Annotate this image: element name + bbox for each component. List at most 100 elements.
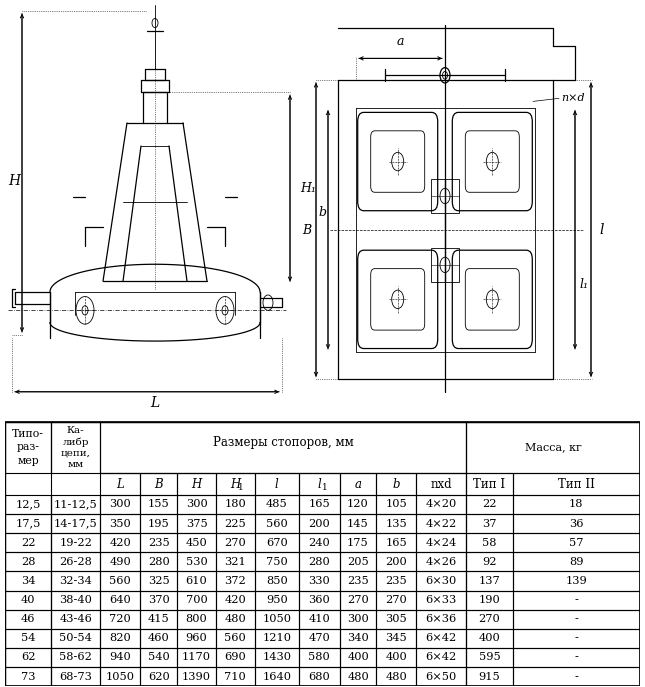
Text: 400: 400 <box>386 653 407 662</box>
Text: 340: 340 <box>347 633 369 643</box>
Text: H₁: H₁ <box>300 181 316 194</box>
Text: 50-54: 50-54 <box>59 633 92 643</box>
Text: 595: 595 <box>479 653 501 662</box>
Text: 490: 490 <box>110 557 131 567</box>
Text: 710: 710 <box>224 672 246 682</box>
Text: 19-22: 19-22 <box>59 538 92 548</box>
Text: 670: 670 <box>266 538 288 548</box>
Text: 480: 480 <box>347 672 369 682</box>
Text: 54: 54 <box>21 633 35 643</box>
Text: a: a <box>355 477 362 491</box>
Text: 470: 470 <box>308 633 330 643</box>
Text: 145: 145 <box>347 519 369 528</box>
Text: 105: 105 <box>386 499 407 510</box>
Text: 1170: 1170 <box>182 653 211 662</box>
Bar <box>431 248 459 282</box>
Text: 200: 200 <box>308 519 330 528</box>
Text: 480: 480 <box>224 614 246 624</box>
Text: 360: 360 <box>308 595 330 605</box>
Text: 195: 195 <box>148 519 170 528</box>
Text: -: - <box>575 595 579 605</box>
Text: 280: 280 <box>148 557 170 567</box>
Text: 26-28: 26-28 <box>59 557 92 567</box>
Text: 1: 1 <box>238 483 244 492</box>
Text: Типо-
раз-
мер: Типо- раз- мер <box>12 429 44 466</box>
Text: 480: 480 <box>386 672 407 682</box>
Text: 560: 560 <box>224 633 246 643</box>
Text: 155: 155 <box>148 499 170 510</box>
Text: 22: 22 <box>482 499 497 510</box>
Text: 1640: 1640 <box>263 672 292 682</box>
Text: -: - <box>575 633 579 643</box>
Text: 11-12,5: 11-12,5 <box>54 499 97 510</box>
Text: L: L <box>117 477 124 491</box>
Text: H: H <box>8 174 20 188</box>
Text: 820: 820 <box>110 633 131 643</box>
Text: 4×26: 4×26 <box>426 557 457 567</box>
Text: 450: 450 <box>186 538 208 548</box>
Text: 300: 300 <box>186 499 208 510</box>
Text: 6×36: 6×36 <box>426 614 457 624</box>
Text: 375: 375 <box>186 519 208 528</box>
Text: 235: 235 <box>347 576 369 586</box>
Text: 720: 720 <box>110 614 131 624</box>
Text: 6×42: 6×42 <box>426 653 457 662</box>
Text: 300: 300 <box>110 499 131 510</box>
Text: 165: 165 <box>308 499 330 510</box>
Text: 235: 235 <box>386 576 407 586</box>
Text: 321: 321 <box>224 557 246 567</box>
Text: 165: 165 <box>386 538 407 548</box>
Text: 58-62: 58-62 <box>59 653 92 662</box>
Text: l: l <box>317 477 321 491</box>
Text: 270: 270 <box>347 595 369 605</box>
Text: n×d: n×d <box>561 93 584 103</box>
Text: 1050: 1050 <box>263 614 292 624</box>
Text: 300: 300 <box>347 614 369 624</box>
Text: 420: 420 <box>110 538 131 548</box>
Text: 345: 345 <box>386 633 407 643</box>
Text: Размеры стопоров, мм: Размеры стопоров, мм <box>213 436 353 449</box>
Text: 200: 200 <box>386 557 407 567</box>
Text: 620: 620 <box>148 672 170 682</box>
Text: 190: 190 <box>479 595 501 605</box>
Text: 400: 400 <box>479 633 501 643</box>
Text: 139: 139 <box>566 576 587 586</box>
Text: 350: 350 <box>110 519 131 528</box>
Text: 12,5: 12,5 <box>15 499 41 510</box>
Text: 410: 410 <box>308 614 330 624</box>
Text: 57: 57 <box>569 538 584 548</box>
Text: Тип I: Тип I <box>473 477 506 491</box>
Text: 92: 92 <box>482 557 497 567</box>
Text: -: - <box>575 672 579 682</box>
Text: 73: 73 <box>21 672 35 682</box>
Text: 6×42: 6×42 <box>426 633 457 643</box>
Text: 37: 37 <box>482 519 497 528</box>
Text: 4×20: 4×20 <box>426 499 457 510</box>
Text: 89: 89 <box>569 557 584 567</box>
Text: Тип II: Тип II <box>558 477 595 491</box>
Text: -: - <box>575 653 579 662</box>
Text: 690: 690 <box>224 653 246 662</box>
Text: 135: 135 <box>386 519 407 528</box>
Text: 270: 270 <box>479 614 501 624</box>
Text: 540: 540 <box>148 653 170 662</box>
Text: B: B <box>154 477 163 491</box>
Text: 305: 305 <box>386 614 407 624</box>
Text: 950: 950 <box>266 595 288 605</box>
Text: 610: 610 <box>186 576 208 586</box>
Text: 485: 485 <box>266 499 288 510</box>
Text: l₁: l₁ <box>579 278 588 291</box>
Text: 235: 235 <box>148 538 170 548</box>
Text: 17,5: 17,5 <box>15 519 41 528</box>
Text: Ка-
либр
цепи,
мм: Ка- либр цепи, мм <box>61 426 90 469</box>
Text: b: b <box>393 477 400 491</box>
Text: 460: 460 <box>148 633 170 643</box>
Text: 22: 22 <box>21 538 35 548</box>
Text: 120: 120 <box>347 499 369 510</box>
Text: Масса, кг: Масса, кг <box>524 442 581 453</box>
Text: H: H <box>192 477 202 491</box>
Text: 530: 530 <box>186 557 208 567</box>
Text: B: B <box>303 224 312 237</box>
Text: 940: 940 <box>110 653 131 662</box>
Text: 137: 137 <box>479 576 501 586</box>
